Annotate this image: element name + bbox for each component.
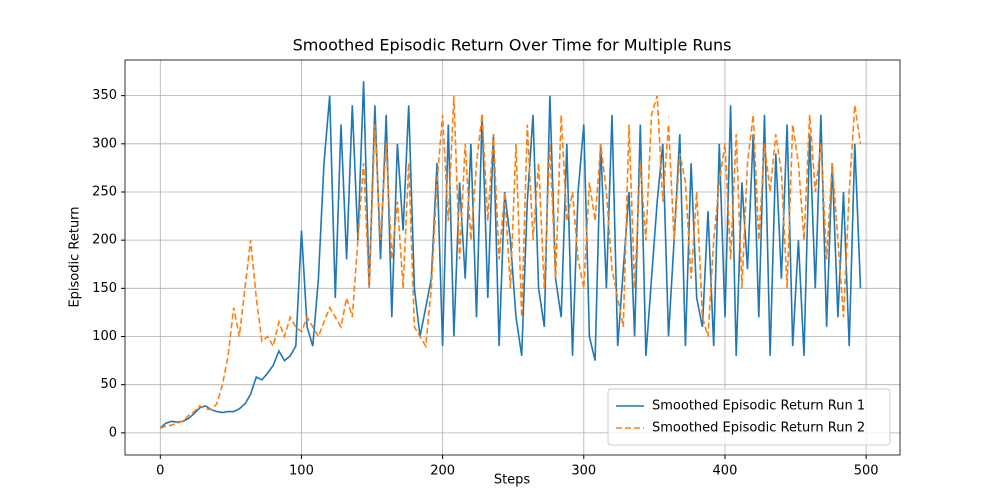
x-tick-label: 200 bbox=[430, 464, 455, 479]
y-tick-label: 50 bbox=[100, 377, 117, 392]
grid bbox=[125, 60, 900, 455]
y-tick-label: 150 bbox=[92, 281, 117, 296]
y-tick-label: 100 bbox=[92, 329, 117, 344]
x-tick-label: 400 bbox=[713, 464, 738, 479]
legend-label: Smoothed Episodic Return Run 1 bbox=[652, 399, 865, 414]
y-tick-label: 0 bbox=[109, 425, 117, 440]
y-tick-label: 350 bbox=[92, 88, 117, 103]
x-tick-label: 0 bbox=[156, 464, 164, 479]
legend: Smoothed Episodic Return Run 1 Smoothed E… bbox=[607, 388, 891, 446]
y-tick-label: 200 bbox=[92, 233, 117, 248]
x-axis-label: Steps bbox=[494, 473, 531, 488]
x-tick-label: 100 bbox=[289, 464, 314, 479]
chart-title: Smoothed Episodic Return Over Time for M… bbox=[293, 36, 732, 55]
plot-frame bbox=[124, 59, 901, 456]
series-line bbox=[159, 81, 862, 429]
plot-lines bbox=[159, 81, 862, 429]
x-tick-label: 300 bbox=[571, 464, 596, 479]
x-tick-label: 500 bbox=[854, 464, 879, 479]
y-tick-label: 300 bbox=[92, 136, 117, 151]
legend-box bbox=[607, 388, 891, 446]
y-tick-label: 250 bbox=[92, 184, 117, 199]
y-axis-label: Episodic Return bbox=[68, 206, 83, 307]
legend-label: Smoothed Episodic Return Run 2 bbox=[652, 421, 865, 436]
series-line bbox=[160, 95, 862, 429]
